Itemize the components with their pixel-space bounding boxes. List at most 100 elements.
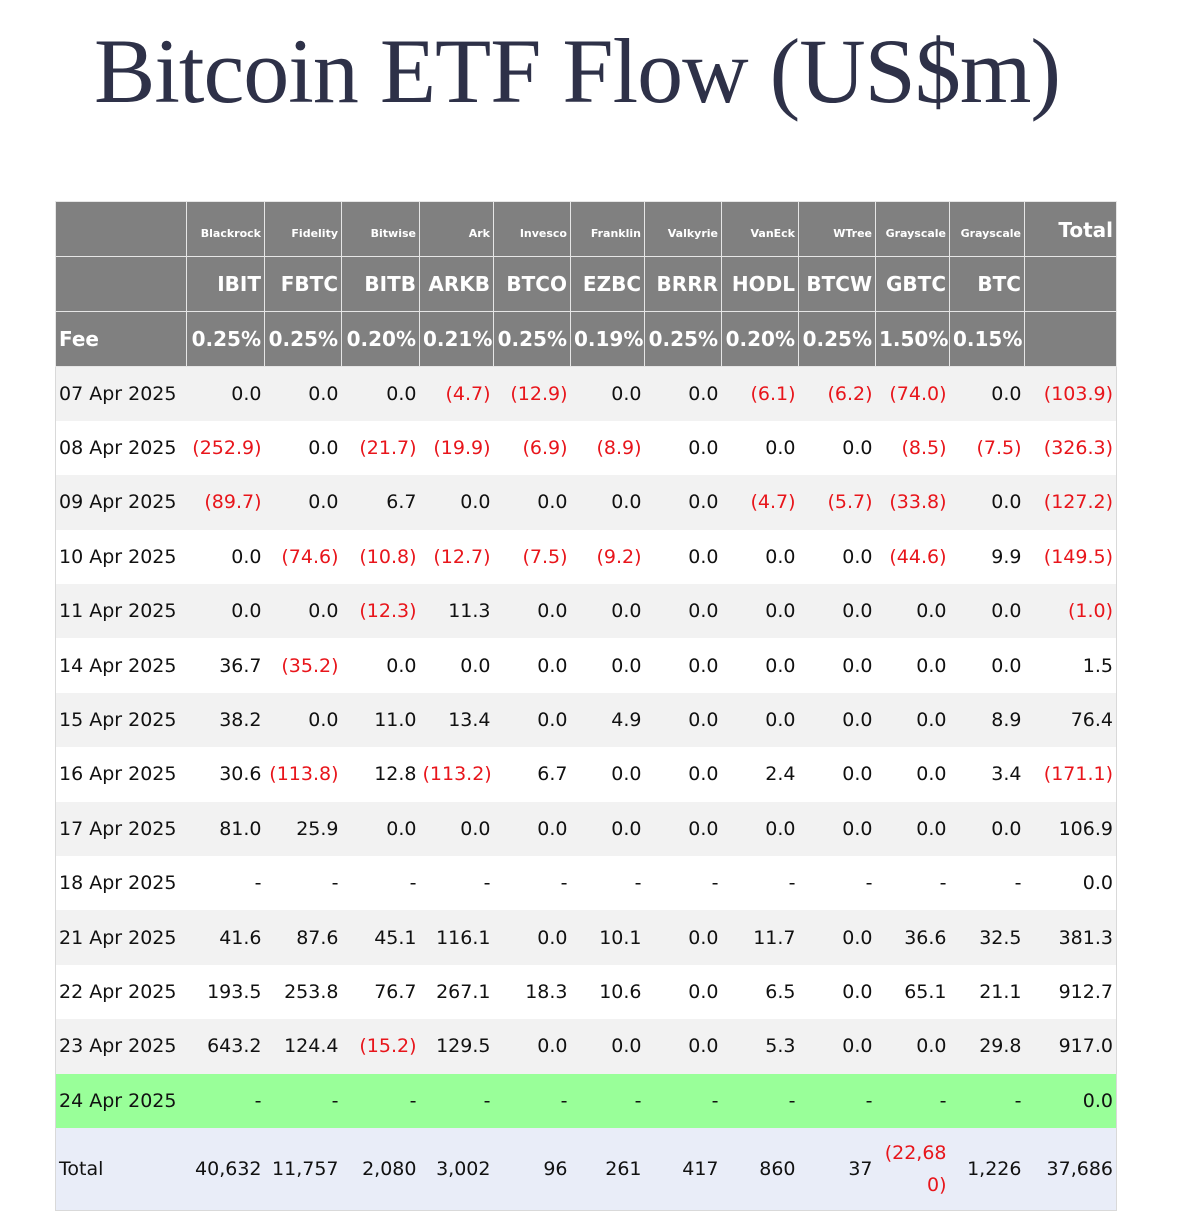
flow-value: 0.0	[231, 382, 262, 405]
flow-value: (6.9)	[522, 437, 568, 460]
flow-value: 0.0	[916, 763, 947, 786]
ticker-row: IBIT FBTC BITB ARKB BTCO EZBC BRRR HODL BTCW GBTC…	[55, 256, 1117, 312]
ticker: BITB	[341, 256, 420, 312]
flow-value: 0.0	[688, 654, 719, 677]
flow-value: 0.0	[688, 709, 719, 732]
flow-value: (74.0)	[889, 382, 947, 405]
flow-row: 22 Apr 2025 193.5 253.8 76.7 267.1 18.3 10.6 0.…	[55, 964, 1117, 1020]
flow-value: 0.0	[991, 491, 1022, 514]
flow-value: (5.7)	[827, 491, 873, 514]
flow-value: 76.4	[1070, 709, 1113, 732]
ticker: IBIT	[186, 256, 265, 312]
flow-value: 0.0	[842, 1035, 873, 1058]
ticker: EZBC	[570, 256, 645, 312]
flow-value: 1.5	[1082, 654, 1113, 677]
ticker: FBTC	[264, 256, 342, 312]
flow-value: -	[409, 872, 417, 895]
flow-value: (7.5)	[522, 545, 568, 568]
flow-value: 5.3	[765, 1035, 796, 1058]
table-body: 07 Apr 2025 0.0 0.0 0.0 (4.7) (12.9) 0.0 0.0 (6.…	[55, 366, 1117, 1128]
flow-value: 29.8	[979, 1035, 1022, 1058]
flow-value: 0.0	[688, 817, 719, 840]
flow-value: (4.7)	[445, 382, 491, 405]
flow-value: -	[560, 872, 568, 895]
flow-value: 0.0	[611, 1035, 642, 1058]
flow-value: (8.9)	[596, 437, 642, 460]
flow-value: 13.4	[448, 709, 491, 732]
date: 10 Apr 2025	[59, 545, 177, 568]
flow-value: (171.1)	[1043, 763, 1113, 786]
ticker: ARKB	[419, 256, 494, 312]
flow-value: 0.0	[537, 600, 568, 623]
flow-value: 0.0	[688, 926, 719, 949]
flow-value: 0.0	[308, 491, 339, 514]
issuer-name: Fidelity	[264, 201, 342, 257]
flow-value: -	[1014, 1089, 1022, 1112]
flow-value: -	[634, 1089, 642, 1112]
flow-value: 381.3	[1058, 926, 1113, 949]
total-value: (22,680)	[884, 1142, 947, 1197]
date: 08 Apr 2025	[59, 437, 177, 460]
date: 22 Apr 2025	[59, 980, 177, 1003]
total-value: 417	[682, 1158, 719, 1181]
flow-value: 0.0	[688, 980, 719, 1003]
flow-value: 0.0	[308, 382, 339, 405]
flow-row: 18 Apr 2025 - - - - - - - - - - - 0.0	[55, 856, 1117, 911]
ticker: HODL	[721, 256, 799, 312]
flow-value: 116.1	[436, 926, 491, 949]
page-title: Bitcoin ETF Flow (US$m)	[93, 20, 1061, 122]
etf-flow-table: Blackrock Fidelity Bitwise Ark Invesco Frankl…	[55, 201, 1117, 1212]
flow-value: 2.4	[765, 763, 796, 786]
flow-value: -	[711, 872, 719, 895]
flow-value: 81.0	[219, 817, 262, 840]
flow-value: 0.0	[765, 545, 796, 568]
flow-value: -	[331, 872, 339, 895]
flow-value: 0.0	[842, 926, 873, 949]
flow-value: 41.6	[219, 926, 262, 949]
flow-value: (9.2)	[596, 545, 642, 568]
issuer-name: Bitwise	[341, 201, 420, 257]
flow-value: -	[1014, 872, 1022, 895]
fee: 0.25%	[264, 311, 342, 367]
date: 14 Apr 2025	[59, 654, 177, 677]
flow-value: 0.0	[842, 980, 873, 1003]
flow-value: 11.7	[753, 926, 796, 949]
total-row: Total 40,632 11,757 2,080 3,002 96 261 417 860 37…	[55, 1127, 1117, 1211]
flow-value: 0.0	[688, 763, 719, 786]
flow-value: 0.0	[916, 709, 947, 732]
flow-value: 0.0	[688, 600, 719, 623]
issuer-name: Grayscale	[875, 201, 950, 257]
flow-value: 267.1	[436, 980, 491, 1003]
flow-value: 0.0	[991, 817, 1022, 840]
flow-value: (74.6)	[281, 545, 339, 568]
flow-value: 0.0	[765, 654, 796, 677]
flow-value: 30.6	[219, 763, 262, 786]
flow-value: 0.0	[688, 491, 719, 514]
flow-value: 643.2	[207, 1035, 262, 1058]
issuer-name: Franklin	[570, 201, 645, 257]
flow-row: 21 Apr 2025 41.6 87.6 45.1 116.1 0.0 10.1 0.0 11…	[55, 910, 1117, 965]
date: 23 Apr 2025	[59, 1035, 177, 1058]
flow-value: (326.3)	[1043, 437, 1113, 460]
flow-value: (44.6)	[889, 545, 947, 568]
ticker: BTCO	[493, 256, 571, 312]
flow-value: 0.0	[537, 654, 568, 677]
flow-value: 0.0	[916, 654, 947, 677]
flow-value: (21.7)	[359, 437, 417, 460]
empty-cell	[1024, 256, 1117, 312]
total-value: 37	[848, 1158, 873, 1181]
fee: 0.20%	[341, 311, 420, 367]
fee: 0.20%	[721, 311, 799, 367]
flow-value: 11.0	[374, 709, 417, 732]
flow-value: 36.7	[219, 654, 262, 677]
flow-row: 11 Apr 2025 0.0 0.0 (12.3) 11.3 0.0 0.0 0.0 0.0 0…	[55, 584, 1117, 639]
issuer-name: Grayscale	[949, 201, 1025, 257]
total-value: 860	[759, 1158, 796, 1181]
flow-value: (12.7)	[433, 545, 491, 568]
flow-value: 0.0	[537, 926, 568, 949]
flow-value: 0.0	[916, 817, 947, 840]
total-header: Total	[1024, 201, 1117, 257]
flow-value: (113.8)	[269, 763, 339, 786]
flow-value: (12.3)	[359, 600, 417, 623]
